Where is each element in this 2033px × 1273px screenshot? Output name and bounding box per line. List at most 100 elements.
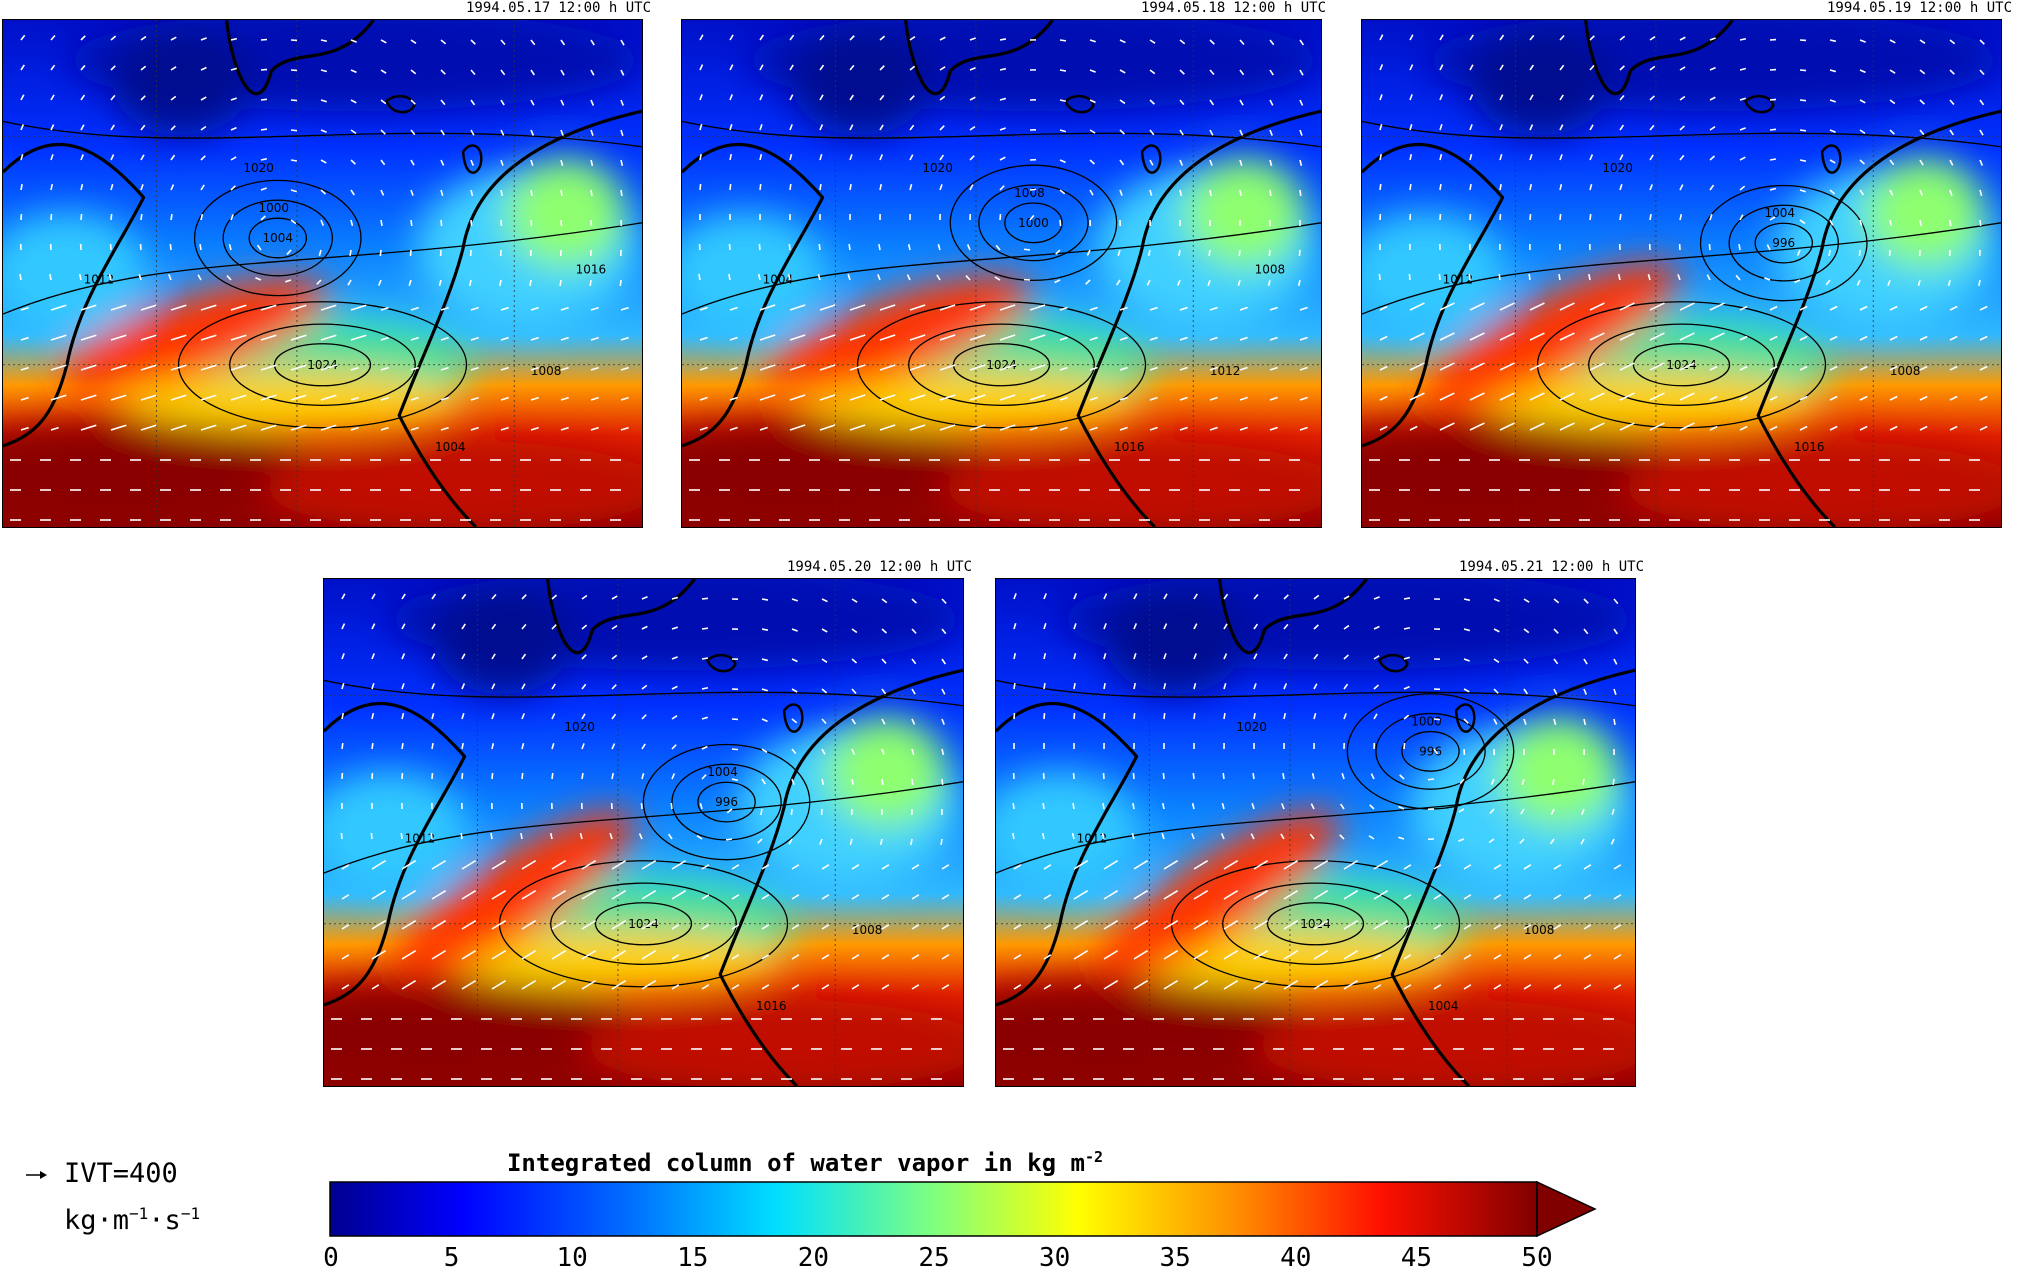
ivt-arrow bbox=[700, 154, 701, 160]
ivt-arrow bbox=[1103, 773, 1104, 779]
low-pressure-label: 1000 bbox=[1018, 216, 1049, 230]
ivt-arrow bbox=[81, 214, 82, 220]
panel-time: 12:00 h UTC bbox=[1233, 0, 1326, 16]
ivt-arrow bbox=[1800, 160, 1806, 161]
ivt-arrow bbox=[912, 779, 913, 785]
ivt-arrow bbox=[372, 743, 373, 749]
ivt-arrow bbox=[1104, 683, 1105, 689]
ivt-arrow bbox=[1859, 250, 1860, 256]
ivt-arrow bbox=[530, 280, 531, 286]
ivt-arrow bbox=[350, 250, 351, 256]
ivt-arrow bbox=[1979, 280, 1980, 286]
ivt-arrow bbox=[1559, 274, 1560, 280]
isobar-label: 1008 bbox=[1890, 364, 1921, 378]
ivt-arrow bbox=[1254, 713, 1255, 719]
isobar-label: 1020 bbox=[1236, 720, 1267, 734]
ivt-arrow bbox=[291, 160, 297, 161]
ivt-arrow bbox=[1044, 713, 1045, 719]
isobar-label: 1004 bbox=[435, 440, 466, 454]
low-pressure-label: 996 bbox=[715, 795, 738, 809]
panel-date: 1994.05.21 bbox=[1459, 559, 1543, 575]
ivt-arrow bbox=[531, 190, 532, 196]
ivt-arrow bbox=[1770, 129, 1776, 130]
panel-title: 1994.05.21 12:00 h UTC bbox=[1459, 559, 1644, 575]
panel-date: 1994.05.19 bbox=[1827, 0, 1911, 16]
ivt-arrow bbox=[729, 274, 730, 280]
ivt-arrow bbox=[1014, 683, 1015, 689]
ivt-arrow bbox=[762, 599, 768, 600]
ivt-arrow bbox=[1044, 683, 1045, 689]
ivt-arrow bbox=[1104, 713, 1105, 719]
ivt-arrow bbox=[1224, 713, 1225, 719]
colorbar-tick-label: 30 bbox=[1039, 1243, 1070, 1273]
panel-time: 12:00 h UTC bbox=[1551, 559, 1644, 575]
ivt-arrow bbox=[461, 833, 462, 839]
ivt-arrow bbox=[171, 214, 172, 220]
ivt-arrow bbox=[1500, 184, 1501, 190]
ivt-arrow bbox=[1613, 779, 1614, 785]
ivt-arrow bbox=[729, 244, 730, 250]
ivt-arrow bbox=[50, 274, 51, 280]
colorbar-tick-label: 25 bbox=[918, 1243, 949, 1273]
ivt-arrow bbox=[261, 99, 267, 100]
low-pressure-label: 1000 bbox=[258, 201, 289, 215]
ivt-arrow bbox=[702, 598, 708, 599]
isobar-label: 1016 bbox=[1794, 440, 1825, 454]
colorbar-tick-label: 20 bbox=[798, 1243, 829, 1273]
colorbar-title: Integrated column of water vapor in kg m… bbox=[0, 1148, 1610, 1177]
panel-date: 1994.05.18 bbox=[1141, 0, 1225, 16]
ivt-arrow bbox=[942, 779, 943, 785]
isobar-label: 1008 bbox=[1255, 263, 1286, 277]
ivt-arrow bbox=[1013, 803, 1014, 809]
ivt-arrow bbox=[431, 833, 432, 839]
ivt-arrow bbox=[852, 779, 853, 785]
ivt-arrow bbox=[471, 220, 472, 226]
colorbar-tick-label: 35 bbox=[1160, 1243, 1191, 1273]
ivt-arrow bbox=[582, 773, 583, 779]
ivt-arrow bbox=[1380, 184, 1381, 190]
ivt-arrow bbox=[552, 773, 553, 779]
isobar-label: 1012 bbox=[1443, 273, 1474, 287]
ivt-arrow bbox=[760, 184, 761, 190]
ivt-arrow bbox=[1589, 274, 1590, 280]
ivt-arrow bbox=[726, 839, 732, 840]
ivt-arrow bbox=[759, 244, 760, 250]
ivt-arrow bbox=[1134, 713, 1135, 719]
isobar-label: 1012 bbox=[1210, 364, 1241, 378]
colorbar bbox=[329, 1181, 1599, 1237]
ivt-arrow bbox=[819, 244, 820, 250]
ivt-arrow bbox=[1270, 190, 1271, 196]
low-pressure-label: 1004 bbox=[707, 765, 738, 779]
ivt-arrow bbox=[879, 244, 880, 250]
isobar-label: 1020 bbox=[922, 161, 953, 175]
low-pressure-label: 1008 bbox=[1014, 186, 1045, 200]
ivt-arrow bbox=[1709, 244, 1710, 250]
ivt-arrow bbox=[411, 220, 412, 226]
colorbar-tick-label: 0 bbox=[323, 1243, 339, 1273]
ivt-arrow bbox=[561, 190, 562, 196]
ivt-arrow bbox=[1800, 70, 1806, 71]
ivt-arrow bbox=[1073, 803, 1074, 809]
ivt-arrow bbox=[1439, 274, 1440, 280]
ivt-arrow bbox=[261, 129, 267, 130]
ivt-arrow bbox=[410, 250, 411, 256]
ivt-arrow bbox=[291, 100, 297, 101]
ivt-arrow bbox=[591, 190, 592, 196]
ivt-arrow bbox=[790, 184, 791, 190]
ivt-arrow bbox=[1000, 214, 1001, 220]
ivt-arrow bbox=[1299, 250, 1300, 256]
ivt-arrow bbox=[941, 839, 942, 845]
ivt-arrow bbox=[432, 743, 433, 749]
low-pressure-label: 996 bbox=[1772, 236, 1795, 250]
ivt-arrow bbox=[1404, 743, 1405, 749]
isobar-label: 1016 bbox=[1114, 440, 1145, 454]
ivt-arrow bbox=[1620, 214, 1621, 220]
ivt-arrow bbox=[1770, 159, 1776, 160]
